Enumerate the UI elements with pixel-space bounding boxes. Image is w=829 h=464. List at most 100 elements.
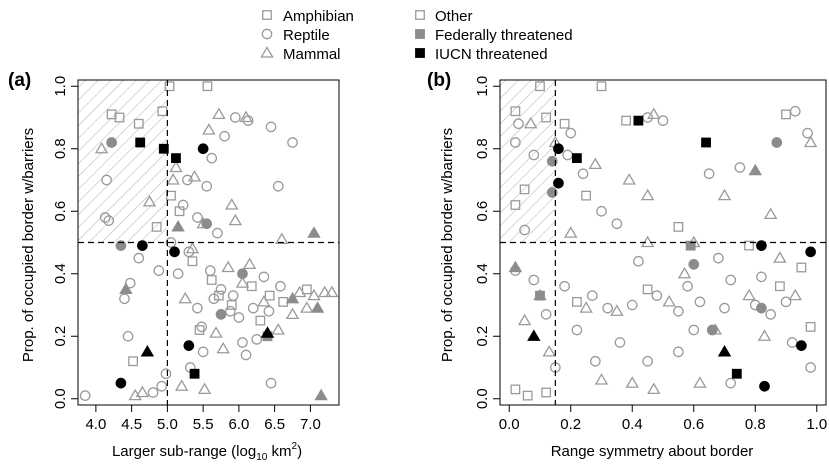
data-point: [101, 174, 112, 186]
data-point: [796, 262, 807, 273]
data-point: [559, 280, 570, 292]
data-point: [216, 341, 230, 354]
data-point: [301, 284, 312, 295]
data-point: [187, 256, 198, 267]
data-point: [725, 274, 737, 286]
data-point: [565, 127, 577, 139]
data-point: [508, 260, 523, 273]
data-point: [688, 324, 700, 336]
data-point: [242, 257, 257, 270]
panel-b: (b) Prop. of occupied border w/barriers …: [427, 70, 827, 460]
data-point: [287, 137, 298, 148]
data-point: [165, 237, 177, 248]
data-point: [275, 232, 289, 245]
x-tick-label: 6.0: [228, 416, 249, 433]
data-point: [693, 376, 707, 388]
data-point: [233, 312, 245, 323]
data-point: [325, 285, 339, 298]
data-point: [172, 268, 184, 280]
data-point: [765, 309, 776, 320]
data-point: [197, 143, 209, 155]
data-point: [774, 281, 785, 292]
data-point: [215, 284, 227, 295]
data-point: [633, 255, 644, 267]
data-point: [662, 294, 676, 307]
data-point: [206, 275, 217, 285]
data-point: [192, 212, 203, 223]
data-point: [183, 246, 195, 258]
data-point: [212, 227, 223, 239]
x-tick-label: 0.4: [622, 416, 643, 433]
data-point: [748, 163, 762, 176]
data-point: [571, 296, 582, 307]
data-point: [115, 377, 127, 389]
data-point: [171, 153, 181, 164]
data-point: [174, 206, 185, 217]
panel-b-threshold-lines: [500, 80, 826, 405]
x-tick-label: 4.0: [85, 416, 106, 433]
data-point: [122, 330, 134, 342]
data-point: [564, 226, 578, 238]
data-point: [166, 190, 176, 201]
data-point: [640, 235, 655, 248]
panel-a-ylabel: Prop. of occupied border w/barriers: [20, 128, 37, 362]
data-point: [215, 309, 227, 320]
legend-marker-federally-threatened: [415, 29, 425, 39]
data-point: [164, 81, 175, 92]
data-point: [756, 271, 767, 283]
hatch-region: [500, 80, 556, 243]
panel-a-label: (a): [8, 70, 31, 91]
data-point: [115, 240, 127, 251]
data-point: [246, 281, 257, 292]
x-tick-label: 4.5: [121, 416, 142, 433]
data-point: [106, 137, 117, 148]
x-tick-label: 0.2: [560, 416, 581, 433]
data-point: [682, 280, 693, 292]
data-point: [300, 301, 314, 313]
data-point: [535, 81, 545, 92]
data-point: [142, 194, 157, 207]
data-point: [174, 379, 189, 391]
data-point: [228, 213, 243, 226]
data-point: [621, 115, 631, 126]
data-point: [706, 324, 718, 336]
legend-marker-amphibian: [262, 10, 272, 20]
panel-b-hatch-region: [500, 80, 556, 243]
data-point: [744, 240, 755, 251]
data-point: [633, 115, 644, 126]
data-point: [796, 340, 807, 351]
data-point: [657, 115, 669, 126]
y-tick-label: 0.8: [474, 138, 491, 159]
panel-a-threshold-lines: [78, 80, 339, 405]
data-point: [588, 157, 603, 170]
legend-shapes: Amphibian Reptile Mammal: [260, 8, 354, 63]
data-point: [789, 105, 801, 117]
data-point: [510, 384, 521, 395]
data-point: [510, 106, 521, 117]
legend-marker-iucn-threatened: [415, 48, 425, 58]
data-point: [194, 325, 205, 335]
data-point: [596, 205, 607, 217]
data-point: [114, 112, 125, 123]
data-point: [178, 291, 192, 304]
data-point: [285, 291, 300, 304]
data-point: [610, 304, 624, 316]
data-point: [781, 109, 791, 120]
x-tick-label: 7.0: [300, 416, 321, 433]
y-tick-label: 0.2: [52, 326, 69, 347]
data-point: [571, 153, 582, 164]
data-point: [197, 382, 212, 395]
data-point: [317, 285, 332, 298]
data-point: [257, 294, 271, 307]
hatch-region: [78, 80, 168, 243]
data-point: [182, 174, 193, 186]
panel-a-ticks: 4.0 4.5 5.0 5.5 6.0 6.5 7.0 0.0 0.2 0.4 0.6 0.8 1.0: [52, 76, 321, 433]
data-point: [546, 187, 558, 198]
data-point: [553, 143, 564, 155]
data-point: [99, 212, 111, 223]
data-point: [221, 260, 235, 273]
data-point: [535, 290, 545, 301]
data-point: [581, 190, 592, 201]
data-point: [528, 274, 540, 286]
panel-b-xlabel: Range symmetry about border: [551, 443, 754, 460]
